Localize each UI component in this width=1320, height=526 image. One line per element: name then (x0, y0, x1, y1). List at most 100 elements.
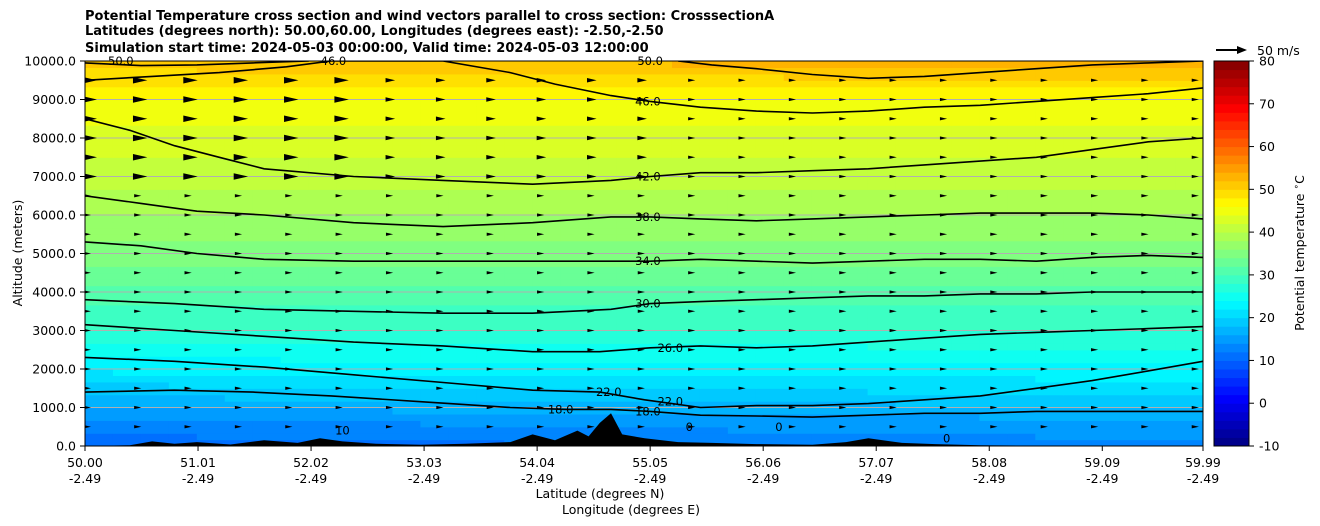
filled-cell (699, 247, 729, 255)
wind-vector (436, 309, 444, 313)
filled-cell (364, 285, 394, 293)
y-tick-label: 3000.0 (32, 323, 76, 338)
filled-cell (588, 208, 617, 216)
filled-cell (588, 259, 617, 267)
filled-cell (1147, 420, 1176, 428)
wind-vector (889, 328, 897, 333)
filled-cell (1147, 240, 1176, 248)
filled-cell (755, 189, 785, 197)
filled-cell (504, 189, 533, 197)
filled-cell (1147, 144, 1176, 152)
filled-cell (140, 324, 170, 332)
filled-cell (727, 266, 757, 274)
filled-cell (336, 433, 366, 441)
filled-cell (140, 189, 170, 197)
filled-cell (923, 150, 953, 158)
colorbar-tick-label: 30 (1259, 267, 1275, 282)
filled-cell (112, 292, 142, 300)
filled-cell (1119, 375, 1148, 383)
wind-vector (486, 194, 494, 198)
filled-cell (951, 394, 980, 402)
filled-cell (140, 240, 170, 248)
wind-vector (788, 251, 797, 256)
filled-cell (420, 292, 449, 300)
filled-cell (476, 324, 505, 332)
filled-cell (1035, 189, 1064, 197)
filled-cell (811, 195, 841, 203)
filled-cell (392, 247, 421, 255)
filled-cell (644, 311, 673, 319)
filled-cell (783, 189, 813, 197)
filled-cell (1035, 105, 1064, 113)
wind-vector (486, 78, 496, 83)
filled-cell (895, 118, 925, 126)
contour-lines (85, 61, 1203, 418)
filled-cell (755, 215, 785, 223)
filled-cell (644, 234, 673, 242)
filled-cell (336, 189, 366, 197)
wind-vector (184, 290, 192, 294)
filled-cell (951, 343, 980, 351)
filled-cell (1175, 394, 1203, 402)
filled-cell (755, 157, 785, 165)
filled-cell (308, 381, 338, 389)
filled-cell (392, 401, 421, 409)
wind-vector (385, 97, 396, 102)
filled-cell (364, 401, 394, 409)
filled-cell (196, 125, 226, 133)
filled-cell (727, 433, 757, 441)
wind-vector (486, 328, 494, 333)
filled-cell (979, 221, 1008, 229)
wind-vector (839, 232, 847, 236)
filled-cell (112, 330, 142, 338)
filled-cell (1007, 330, 1036, 338)
filled-cell (308, 234, 338, 242)
wind-vector (637, 194, 645, 198)
wind-vector (436, 328, 444, 333)
wind-vector (990, 78, 998, 82)
filled-cell (504, 170, 533, 178)
filled-cell (532, 420, 561, 428)
filled-cell (1119, 292, 1148, 300)
wind-vector (335, 328, 343, 333)
filled-cell (112, 349, 142, 357)
filled-cell (1091, 369, 1120, 377)
filled-cell (560, 426, 589, 434)
filled-cell (532, 112, 561, 120)
filled-cell (839, 420, 869, 428)
filled-cell (392, 304, 421, 312)
filled-cell (532, 381, 561, 389)
filled-cell (783, 266, 813, 274)
wind-vector (385, 271, 394, 275)
filled-cell (392, 86, 421, 94)
filled-cell (923, 420, 953, 428)
filled-cell (839, 330, 869, 338)
filled-cell (85, 67, 114, 75)
filled-cell (951, 369, 980, 377)
filled-cell (476, 259, 505, 267)
filled-cell (392, 311, 421, 319)
filled-cell (671, 292, 701, 300)
filled-cell (923, 176, 953, 184)
filled-cell (280, 150, 310, 158)
filled-cell (280, 356, 310, 364)
filled-cell (1147, 247, 1176, 255)
filled-cell (560, 144, 589, 152)
filled-cell (588, 93, 617, 101)
filled-cell (1063, 336, 1092, 344)
filled-cell (951, 381, 980, 389)
filled-cell (1091, 73, 1120, 81)
filled-cell (252, 240, 282, 248)
wind-vector (1040, 97, 1048, 102)
filled-cell (755, 150, 785, 158)
filled-cell (951, 413, 980, 421)
filled-cell (420, 426, 449, 434)
filled-cell (280, 336, 310, 344)
filled-cell (504, 221, 533, 229)
filled-cell (280, 259, 310, 267)
filled-cell (504, 182, 533, 190)
filled-cell (280, 317, 310, 325)
filled-cell (252, 247, 282, 255)
filled-cell (923, 343, 953, 351)
filled-cell (839, 298, 869, 306)
